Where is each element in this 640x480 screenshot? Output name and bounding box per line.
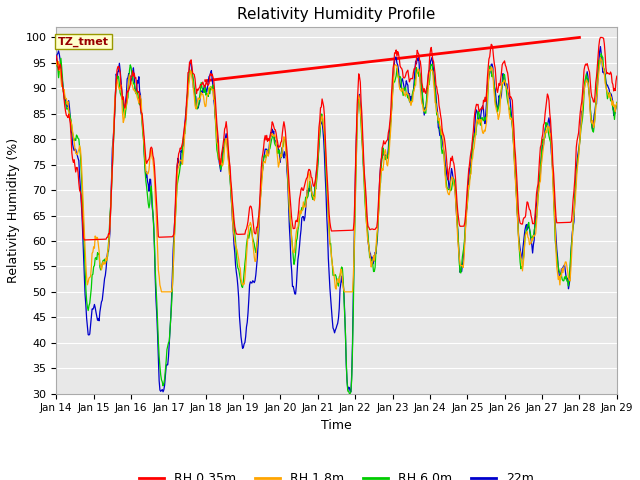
Legend: RH 0.35m, RH 1.8m, RH 6.0m, 22m: RH 0.35m, RH 1.8m, RH 6.0m, 22m bbox=[134, 467, 539, 480]
Text: TZ_tmet: TZ_tmet bbox=[58, 36, 109, 47]
Title: Relativity Humidity Profile: Relativity Humidity Profile bbox=[237, 7, 436, 22]
Y-axis label: Relativity Humidity (%): Relativity Humidity (%) bbox=[7, 138, 20, 283]
X-axis label: Time: Time bbox=[321, 419, 352, 432]
